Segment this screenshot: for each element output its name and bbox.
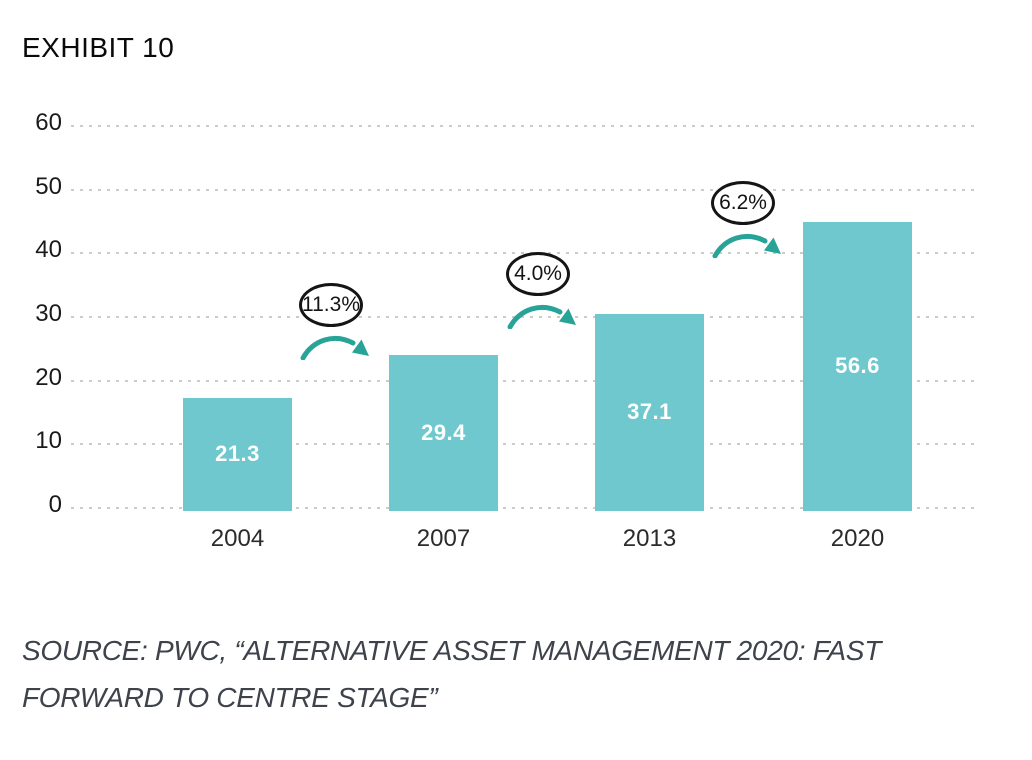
x-axis-label: 2020 xyxy=(830,525,885,552)
y-axis-tick-label: 60 xyxy=(35,109,62,136)
x-axis-label: 2013 xyxy=(622,525,677,552)
growth-arrow-icon xyxy=(300,333,370,361)
x-axis-label: 2004 xyxy=(210,525,265,552)
exhibit-title: EXHIBIT 10 xyxy=(22,32,175,63)
growth-arrow-icon xyxy=(507,302,577,330)
gridline xyxy=(71,125,978,127)
gridline xyxy=(71,443,978,446)
bar-value-label: 56.6 xyxy=(835,353,880,379)
gridline xyxy=(71,379,978,382)
bar-2013: 37.1 xyxy=(595,313,704,511)
growth-annotation-bubble: 4.0% xyxy=(506,252,570,296)
gridline xyxy=(71,507,978,509)
y-axis-tick-label: 50 xyxy=(35,172,62,200)
y-axis-tick-label: 0 xyxy=(48,491,62,518)
source-line-2: FORWARD TO CENTRE STAGE” xyxy=(22,682,438,713)
growth-annotation-bubble: 11.3% xyxy=(299,283,363,327)
y-axis-tick-label: 30 xyxy=(35,300,62,327)
y-axis-tick-label: 40 xyxy=(35,236,62,264)
source-citation: SOURCE: PWC, “ALTERNATIVE ASSET MANAGEME… xyxy=(22,627,881,721)
bar-value-label: 21.3 xyxy=(215,441,260,467)
growth-arrow-icon xyxy=(712,231,782,259)
x-axis-label: 2007 xyxy=(416,525,471,552)
source-line-1: SOURCE: PWC, “ALTERNATIVE ASSET MANAGEME… xyxy=(22,635,881,666)
bar-value-label: 37.1 xyxy=(627,399,672,425)
bar-2004: 21.3 xyxy=(183,397,292,511)
gridline xyxy=(71,188,978,191)
growth-annotation-bubble: 6.2% xyxy=(711,181,775,225)
y-axis-tick-label: 10 xyxy=(35,427,62,455)
y-axis-tick-label: 20 xyxy=(35,363,62,391)
bar-value-label: 29.4 xyxy=(421,420,466,446)
bar-2020: 56.6 xyxy=(803,221,912,511)
gridline xyxy=(71,316,978,318)
bar-2007: 29.4 xyxy=(389,355,498,511)
